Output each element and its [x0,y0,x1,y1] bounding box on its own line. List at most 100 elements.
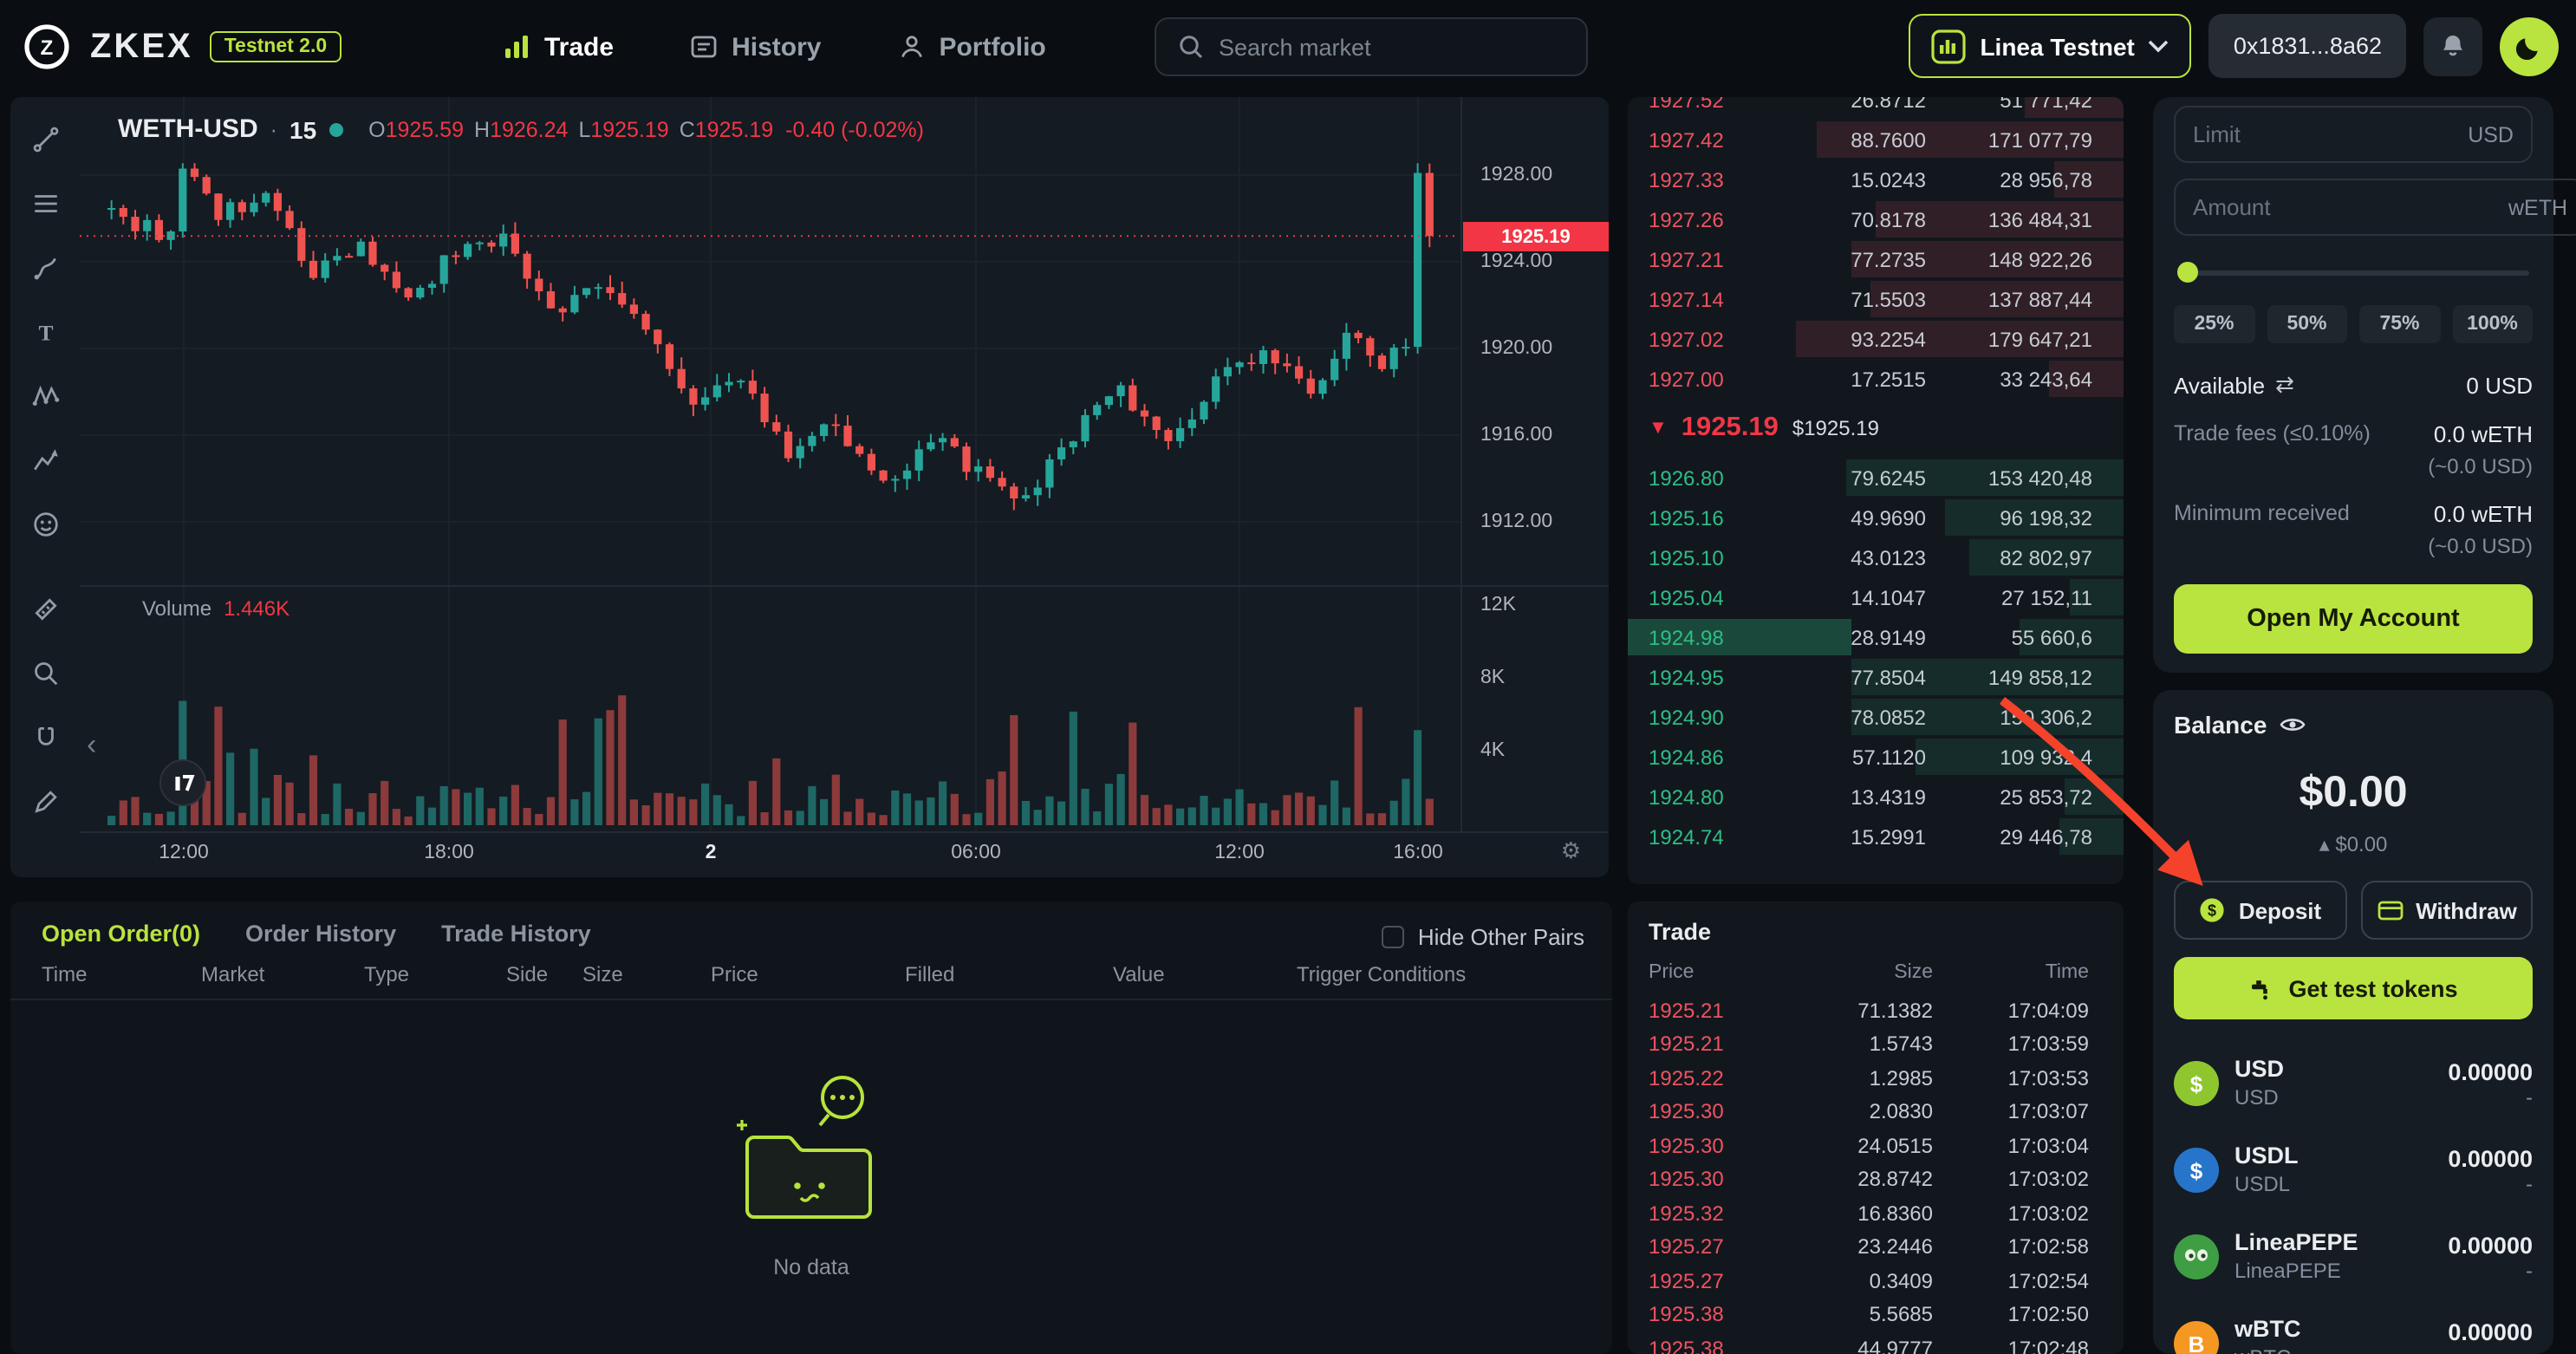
nav-item-portfolio[interactable]: Portfolio [897,32,1046,62]
chart-interval[interactable]: 15 [289,115,317,143]
nav-item-history[interactable]: History [690,32,821,62]
axis-settings-icon[interactable]: ⚙ [1560,837,1581,863]
token-row-usd[interactable]: $ USD USD 0.00000- [2174,1040,2533,1127]
hide-pairs-checkbox[interactable] [1381,926,1404,948]
orderbook-ask-row[interactable]: 1927.52 26.8712 51 771,42 [1628,97,2124,120]
trade-time: 17:03:59 [2007,1032,2089,1057]
orderbook-bid-row[interactable]: 1924.95 77.8504 149 858,12 [1628,657,2124,697]
wallet-address-chip[interactable]: 0x1831...8a62 [2208,14,2406,78]
eye-icon[interactable] [2279,714,2305,735]
orderbook-bid-row[interactable]: 1924.98 28.9149 55 660,6 [1628,617,2124,657]
empty-state: No data [732,1071,891,1279]
trade-size: 28.8742 [1857,1167,1933,1192]
tradingview-logo[interactable] [159,759,206,806]
open-account-button[interactable]: Open My Account [2174,584,2533,654]
last-price-badge: 1925.19 [1463,222,1609,251]
limit-price-input[interactable] [2193,121,2458,147]
trade-feed-row: 1925.38 5.5685 17:02:50 [1628,1298,2124,1331]
chart-area: WETH-USD · 15 O1925.59 H1926.24 L1925.19… [80,97,1609,877]
orderbook-ask-row[interactable]: 1927.33 15.0243 28 956,78 [1628,159,2124,199]
orderbook-bid-row[interactable]: 1925.16 49.9690 96 198,32 [1628,498,2124,537]
withdraw-button[interactable]: Withdraw [2360,881,2533,940]
orderbook-bid-row[interactable]: 1925.10 43.0123 82 802,97 [1628,537,2124,577]
usd-token-icon: $ [2174,1061,2219,1106]
orderbook-ask-row[interactable]: 1927.14 71.5503 137 887,44 [1628,279,2124,319]
ob-price: 1927.42 [1649,127,1724,152]
slider-thumb[interactable] [2177,262,2198,283]
ob-total: 171 077,79 [1987,127,2092,152]
percent-button-50[interactable]: 50% [2267,305,2347,343]
orders-tabs: Open Order(0) Order History Trade Histor… [10,902,1612,947]
orderbook-bid-row[interactable]: 1924.90 78.0852 150 306,2 [1628,697,2124,737]
ob-size: 71.5503 [1851,287,1926,311]
history-icon [691,36,717,58]
orderbook-ask-row[interactable]: 1927.21 77.2735 148 922,26 [1628,239,2124,279]
orderbook-ask-row[interactable]: 1927.02 93.2254 179 647,21 [1628,319,2124,359]
theme-toggle[interactable] [2500,16,2559,75]
amount-base-input[interactable] [2193,194,2498,220]
percent-button-75[interactable]: 75% [2359,305,2440,343]
percent-button-25[interactable]: 25% [2174,305,2254,343]
ob-total: 137 887,44 [1987,287,2092,311]
tab-open-order[interactable]: Open Order(0) [42,921,201,947]
collapse-toolbar-icon[interactable]: ‹ [87,728,97,761]
ob-size: 70.8178 [1851,207,1926,231]
brush-tool-icon[interactable] [28,250,62,284]
trade-feed-rows: 1925.21 71.1382 17:04:09 1925.21 1.5743 17:03… [1628,993,2124,1354]
chart-symbol[interactable]: WETH-USD [118,114,258,144]
network-selector[interactable]: Linea Testnet [1909,14,2192,78]
ob-total: 51 771,42 [2000,97,2092,112]
orderbook-ask-row[interactable]: 1927.42 88.7600 171 077,79 [1628,120,2124,159]
nav-item-trade[interactable]: Trade [503,32,614,62]
fib-lines-tool-icon[interactable] [28,186,62,220]
token-name: USDL [2234,1171,2291,1195]
price-axis-label: 1928.00 [1480,165,1553,186]
token-row-usdl[interactable]: $ USDL USDL 0.00000- [2174,1127,2533,1214]
trade-price: 1925.27 [1649,1234,1724,1260]
brand[interactable]: Z ZKEX Testnet 2.0 [21,0,342,94]
change-value: $0.00 [2335,832,2388,856]
ob-price: 1924.86 [1649,745,1724,769]
trend-line-tool-icon[interactable] [28,121,62,156]
ob-size: 49.9690 [1851,505,1926,530]
trade-price: 1925.38 [1649,1302,1724,1327]
hide-other-pairs[interactable]: Hide Other Pairs [1381,924,1584,950]
orderbook-bid-row[interactable]: 1924.74 15.2991 29 446,78 [1628,817,2124,856]
orderbook-mid-price[interactable]: ▼ 1925.19 $1925.19 [1628,399,2124,458]
magnet-tool-icon[interactable] [28,719,62,754]
time-axis-label: 12:00 [159,843,209,863]
orderbook-ask-row[interactable]: 1927.00 17.2515 33 243,64 [1628,359,2124,399]
orderbook-bid-row[interactable]: 1924.86 57.1120 109 932,4 [1628,737,2124,777]
percent-button-100[interactable]: 100% [2452,305,2533,343]
tab-order-history[interactable]: Order History [245,921,397,947]
tab-trade-history[interactable]: Trade History [441,921,591,947]
xabcd-pattern-tool-icon[interactable] [28,378,62,413]
emoji-tool-icon[interactable] [28,506,62,541]
amount-slider[interactable] [2177,262,2529,283]
trade-feed-row: 1925.22 1.2985 17:03:53 [1628,1061,2124,1095]
swap-icon[interactable]: ⇄ [2275,371,2294,397]
token-name: wBTC [2234,1344,2291,1354]
forecast-tool-icon[interactable] [28,442,62,477]
ob-size: 15.2991 [1851,824,1926,849]
trade-price: 1925.30 [1649,1167,1724,1192]
balance-header: Balance [2174,690,2533,739]
topbar: Z ZKEX Testnet 2.0 Trade History [0,0,2576,94]
measure-tool-icon[interactable] [28,591,62,626]
zoom-tool-icon[interactable] [28,655,62,690]
price-chart[interactable] [80,97,1609,877]
orderbook-bid-row[interactable]: 1925.04 14.1047 27 152,11 [1628,577,2124,617]
fees-usd: (~0.0 USD) [2428,454,2533,478]
token-row-lineapepe[interactable]: LineaPEPE LineaPEPE 0.00000- [2174,1214,2533,1300]
text-tool-icon[interactable]: T [28,314,62,348]
get-test-tokens-button[interactable]: Get test tokens [2174,957,2533,1019]
orderbook-ask-row[interactable]: 1927.26 70.8178 136 484,31 [1628,199,2124,239]
edit-tool-icon[interactable] [28,784,62,818]
search-input[interactable] [1219,34,1565,60]
deposit-button[interactable]: $ Deposit [2174,881,2346,940]
orderbook-bid-row[interactable]: 1926.80 79.6245 153 420,48 [1628,458,2124,498]
orderbook-bid-row[interactable]: 1924.80 13.4319 25 853,72 [1628,777,2124,817]
slider-track[interactable] [2177,270,2529,276]
notifications-button[interactable] [2423,16,2482,75]
